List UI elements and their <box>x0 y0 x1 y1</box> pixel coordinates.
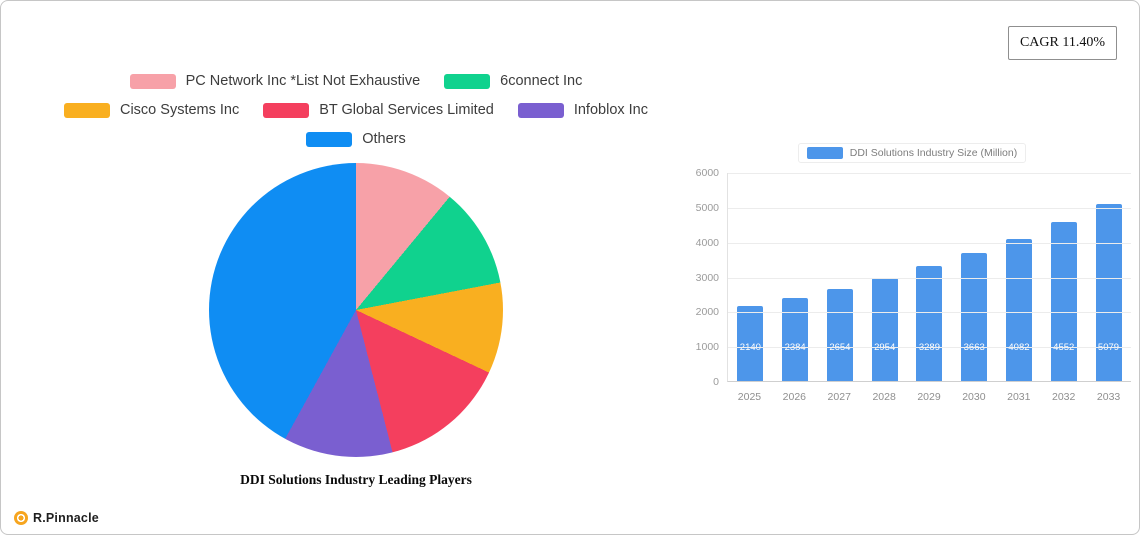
bar-y-axis: 0 1000 2000 3000 4000 5000 6000 <box>693 167 727 388</box>
bar-series: 2140 2384 2654 2954 3289 3663 4082 4552 5079 <box>728 173 1131 381</box>
gridline <box>728 347 1131 349</box>
x-tick-label: 2032 <box>1052 391 1076 403</box>
gridline <box>728 312 1131 314</box>
bar-legend-swatch <box>806 147 843 159</box>
legend-swatch <box>517 102 564 118</box>
legend-item[interactable]: Cisco Systems Inc <box>63 102 240 118</box>
legend-label: Infoblox Inc <box>573 102 649 118</box>
bar[interactable]: 2654 <box>826 288 853 381</box>
gridline <box>728 207 1131 209</box>
y-tick-label: 4000 <box>695 236 719 249</box>
cagr-badge: CAGR 11.40% <box>1007 26 1117 60</box>
brand-icon <box>14 511 28 525</box>
pie-chart[interactable] <box>209 163 503 457</box>
pie-title: DDI Solutions Industry Leading Players <box>240 472 472 487</box>
legend-label: 6connect Inc <box>500 73 583 89</box>
legend-swatch <box>306 131 353 147</box>
brand-logo: R.Pinnacle <box>14 511 99 525</box>
bar-section: DDI Solutions Industry Size (Million) 0 1… <box>693 143 1131 403</box>
legend-swatch <box>444 73 491 89</box>
legend-swatch <box>63 102 110 118</box>
bar[interactable]: 4082 <box>1005 238 1032 381</box>
x-tick-label: 2027 <box>827 391 851 403</box>
x-tick-label: 2033 <box>1096 391 1121 403</box>
y-tick-label: 2000 <box>695 306 719 319</box>
legend-item[interactable]: Infoblox Inc <box>517 102 649 118</box>
x-tick-label: 2026 <box>782 391 807 403</box>
bar-plot: 0 1000 2000 3000 4000 5000 6000 2140 2384 2654 29… <box>693 167 1131 388</box>
y-tick-label: 3000 <box>695 271 719 284</box>
legend-label: Others <box>362 131 406 147</box>
y-tick-label: 1000 <box>695 341 719 354</box>
bar[interactable]: 3663 <box>961 253 988 381</box>
legend-label: BT Global Services Limited <box>319 102 494 118</box>
legend-item[interactable]: Others <box>306 131 406 147</box>
x-tick-label: 2030 <box>962 391 986 403</box>
bar-plot-area: 2140 2384 2654 2954 3289 3663 4082 4552 5079 <box>727 173 1131 382</box>
bar-x-axis: 2025 2026 2027 2028 2029 2030 2031 2032 2033 <box>727 391 1131 403</box>
gridline <box>728 277 1131 279</box>
pie-section: PC Network Inc *List Not Exhaustive 6conn… <box>11 73 701 488</box>
legend-item[interactable]: BT Global Services Limited <box>263 102 494 118</box>
legend-swatch <box>129 73 176 89</box>
x-tick-label: 2029 <box>917 391 941 403</box>
gridline <box>728 173 1131 174</box>
bar[interactable]: 2384 <box>782 297 809 381</box>
legend-item[interactable]: PC Network Inc *List Not Exhaustive <box>129 73 421 89</box>
legend-label: Cisco Systems Inc <box>119 102 240 118</box>
x-tick-label: 2028 <box>872 391 896 403</box>
y-tick-label: 5000 <box>695 201 719 214</box>
bar[interactable]: 5079 <box>1095 204 1122 381</box>
bar[interactable]: 2140 <box>737 306 764 381</box>
bar-legend-label: DDI Solutions Industry Size (Million) <box>849 147 1018 159</box>
x-tick-label: 2025 <box>737 391 762 403</box>
bar-legend[interactable]: DDI Solutions Industry Size (Million) <box>797 143 1027 163</box>
bar[interactable]: 4552 <box>1050 222 1077 381</box>
legend-label: PC Network Inc *List Not Exhaustive <box>185 73 421 89</box>
gridline <box>728 242 1131 244</box>
bar[interactable]: 3289 <box>916 266 943 381</box>
bar[interactable]: 2954 <box>871 278 898 381</box>
y-tick-label: 6000 <box>695 167 719 179</box>
legend-swatch <box>263 102 310 118</box>
x-tick-label: 2031 <box>1007 391 1031 403</box>
brand-name: R.Pinnacle <box>33 511 99 525</box>
pie-legend: PC Network Inc *List Not Exhaustive 6conn… <box>20 73 692 147</box>
legend-item[interactable]: 6connect Inc <box>444 73 582 89</box>
y-tick-label: 0 <box>713 376 719 388</box>
